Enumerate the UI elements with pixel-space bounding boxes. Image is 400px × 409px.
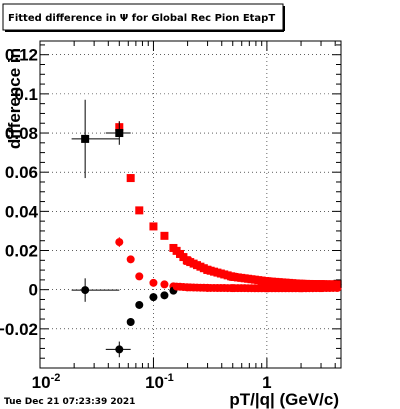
y-tick-label: 0.04 [5, 202, 39, 221]
circle-marker [135, 300, 144, 309]
square-marker [115, 129, 124, 138]
y-tick-label: 0.12 [5, 46, 38, 65]
square-marker [160, 231, 169, 240]
timestamp: Tue Dec 21 07:23:39 2021 [4, 397, 135, 407]
y-tick-label: 0 [29, 281, 38, 300]
chart-title: Fitted difference in Ψ for Global Rec Pi… [8, 13, 275, 24]
circle-marker [149, 278, 158, 287]
circle-marker [135, 272, 144, 281]
y-tick-label: 0.08 [5, 124, 38, 143]
y-axis-title: difference in [5, 48, 24, 149]
square-marker [135, 206, 144, 215]
circle-marker [115, 238, 124, 247]
y-tick-label: 0.02 [5, 242, 38, 261]
circle-marker [332, 283, 341, 292]
circle-marker [115, 345, 124, 354]
circle-marker [126, 255, 135, 264]
circle-marker [160, 291, 169, 300]
x-tick-label: 10-2 [32, 372, 61, 392]
data-marks [71, 99, 342, 358]
x-tick-label: 10-1 [145, 372, 174, 392]
x-tick-label: 1 [262, 373, 271, 392]
y-tick-label: 0.1 [14, 85, 38, 104]
circle-marker [160, 280, 169, 289]
x-tick-exponent: -1 [164, 372, 174, 384]
y-tick-label: −0.02 [0, 320, 38, 339]
y-tick-label: 0.06 [5, 163, 38, 182]
grid [39, 41, 341, 368]
square-marker [126, 174, 135, 183]
circle-marker [81, 286, 90, 295]
square-marker [149, 222, 158, 231]
circle-marker [149, 293, 158, 302]
plot-frame [39, 40, 342, 369]
title-box: Fitted difference in Ψ for Global Rec Pi… [2, 3, 285, 32]
circle-marker [126, 317, 135, 326]
axis-ticks [39, 41, 341, 368]
x-tick-exponent: -2 [51, 372, 61, 384]
tick-labels: −0.02 0 0.02 0.04 0.06 0.08 0.1 0.12 10-2 10-1 1 [0, 46, 272, 392]
x-axis-title: pT/|q| (GeV/c) [229, 390, 339, 409]
square-marker [81, 134, 90, 143]
title-frame [2, 3, 284, 31]
